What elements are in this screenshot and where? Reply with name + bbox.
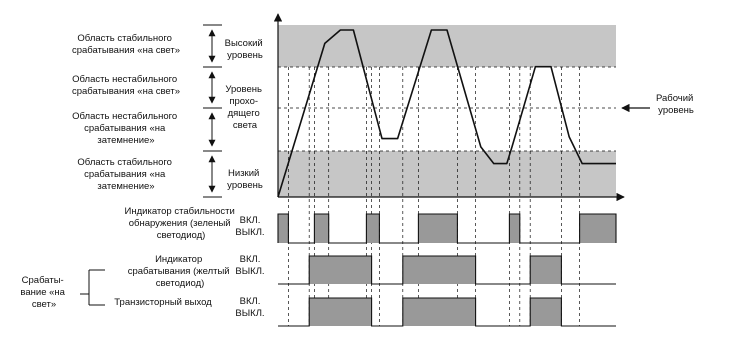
transistor-output-label: Транзисторный выход — [114, 297, 212, 308]
stability-on-pulse — [314, 214, 329, 243]
light-on-mode-bracket — [80, 269, 105, 306]
stability-off-label: ВЫКЛ. — [235, 227, 264, 238]
stable-dark-band — [278, 151, 616, 197]
transition-guides — [288, 67, 580, 326]
operation-on-pulse — [530, 256, 562, 284]
transistor-on-pulse — [530, 298, 562, 326]
transistor-on-pulse — [309, 298, 372, 326]
zone-stable-light-label: Область стабильного срабатывания «на све… — [72, 33, 180, 56]
transistor-off-label: ВЫКЛ. — [235, 308, 264, 319]
operating-level-label: Рабочий уровень — [656, 93, 696, 116]
light-signal-line — [277, 29, 616, 198]
light-on-mode-label: Срабаты- вание «на свет» — [20, 275, 67, 310]
stability-on-pulse — [509, 214, 520, 243]
stability-on-pulse — [418, 214, 458, 243]
transistor-outline — [278, 297, 616, 327]
stability-on-pulse — [579, 214, 616, 243]
stability-on-pulse — [366, 214, 380, 243]
zone-bracket — [203, 24, 222, 198]
operation-outline — [278, 255, 616, 285]
zone-unstable-dark-label: Область нестабильного срабатывания «на з… — [72, 111, 180, 146]
stability-outline — [277, 213, 617, 244]
high-level-label: Высокий уровень — [225, 38, 266, 61]
zone-unstable-light-label: Область нестабильного срабатывания «на с… — [72, 74, 180, 97]
stability-indicator-trace — [277, 213, 617, 244]
zone-stable-dark-label: Область стабильного срабатывания «на зат… — [77, 157, 174, 192]
incident-light-label: Уровень прохо- дящего света — [225, 84, 264, 131]
stability-indicator-label: Индикатор стабильности обнаружения (зеле… — [125, 206, 238, 241]
operation-on-pulse — [309, 256, 372, 284]
operation-off-label: ВЫКЛ. — [235, 266, 264, 277]
transistor-on-pulse — [402, 298, 476, 326]
transistor-output-trace — [278, 297, 616, 327]
operation-indicator-trace — [278, 255, 616, 285]
stability-on-label: ВКЛ. — [240, 215, 261, 226]
transistor-on-label: ВКЛ. — [240, 296, 261, 307]
operation-on-label: ВКЛ. — [240, 254, 261, 265]
stability-on-pulse — [278, 214, 289, 243]
operation-on-pulse — [402, 256, 476, 284]
low-level-label: Низкий уровень — [227, 168, 263, 191]
operation-indicator-label: Индикатор срабатывания (желтый светодиод… — [128, 254, 233, 289]
